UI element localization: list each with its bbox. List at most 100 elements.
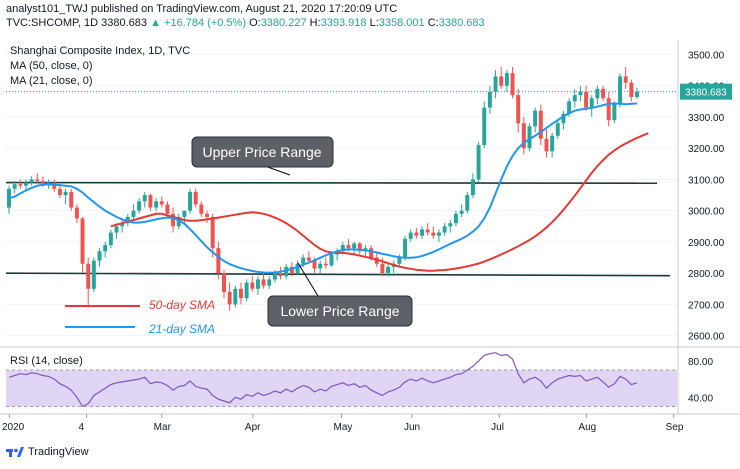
candle[interactable] [284,263,289,280]
candle[interactable] [210,213,215,258]
candle[interactable] [35,173,40,183]
candle[interactable] [120,220,125,233]
candle[interactable] [476,141,481,183]
candle[interactable] [442,223,447,236]
candle[interactable] [255,276,260,296]
candle[interactable] [352,241,357,255]
rsi-pane[interactable] [6,352,677,408]
candle[interactable] [154,198,159,211]
candle[interactable] [487,85,492,114]
candle[interactable] [425,223,430,236]
candle[interactable] [612,101,617,124]
candle[interactable] [504,70,509,92]
candle[interactable] [80,216,85,274]
candle[interactable] [431,226,436,239]
candle[interactable] [159,196,164,208]
tradingview-brand[interactable]: TradingView [6,446,89,458]
candle[interactable] [278,266,283,280]
candle[interactable] [635,87,639,99]
candle[interactable] [97,248,102,267]
candle[interactable] [267,276,272,289]
candle[interactable] [516,88,521,133]
candle[interactable] [357,241,362,255]
candle[interactable] [233,285,238,308]
candle[interactable] [386,263,391,277]
candle[interactable] [414,227,419,239]
candle[interactable] [29,176,34,186]
candle[interactable] [91,257,96,292]
candle[interactable] [182,210,187,224]
candle[interactable] [125,213,130,227]
candle[interactable] [459,204,464,217]
candle[interactable] [171,207,176,233]
candle[interactable] [618,73,623,108]
candle[interactable] [193,188,198,208]
candle[interactable] [538,104,543,146]
main-pane[interactable] [5,66,677,311]
candle[interactable] [188,188,193,214]
candle[interactable] [57,184,62,199]
candle[interactable] [527,123,532,152]
candle[interactable] [550,132,555,158]
candle[interactable] [12,181,17,194]
candle[interactable] [137,198,142,214]
candle[interactable] [448,220,453,233]
candle[interactable] [510,66,515,99]
candle[interactable] [544,129,549,158]
candle[interactable] [323,257,328,269]
candle[interactable] [261,273,266,289]
candle[interactable] [601,85,606,102]
candle-body [63,191,68,196]
candle-body [12,184,17,189]
candle[interactable] [69,188,74,211]
candle[interactable] [533,107,538,133]
candle[interactable] [131,204,136,221]
candle[interactable] [420,226,424,239]
candle[interactable] [437,229,441,242]
candle[interactable] [176,213,181,230]
candle[interactable] [199,201,204,217]
candle[interactable] [521,116,526,155]
candle[interactable] [465,191,470,214]
candle[interactable] [629,79,634,102]
candle[interactable] [23,179,28,191]
candle[interactable] [227,282,232,311]
candle[interactable] [222,270,226,299]
candle[interactable] [584,85,589,111]
candle[interactable] [318,260,323,274]
candle[interactable] [403,235,408,261]
candle[interactable] [148,193,153,211]
candle[interactable] [63,188,68,205]
candle[interactable] [589,95,594,117]
candle[interactable] [103,241,108,258]
candle[interactable] [499,66,504,89]
candle[interactable] [205,210,209,224]
candle[interactable] [606,91,611,127]
candle[interactable] [108,229,113,249]
candle-body [120,223,125,227]
candle[interactable] [18,179,23,189]
candle[interactable] [408,229,413,242]
candle[interactable] [250,276,255,292]
candle[interactable] [493,70,498,99]
candle[interactable] [555,120,560,139]
candle[interactable] [595,85,600,105]
candle[interactable] [561,110,566,130]
candle[interactable] [216,241,221,280]
candle[interactable] [623,66,628,89]
candle[interactable] [578,85,583,102]
candle[interactable] [470,173,475,199]
candle[interactable] [142,191,147,208]
candle[interactable] [86,257,91,308]
candle[interactable] [7,185,11,214]
candle[interactable] [74,204,79,224]
candle[interactable] [572,88,577,108]
candle[interactable] [391,260,396,274]
candle[interactable] [114,223,119,239]
candle[interactable] [453,210,458,227]
candle[interactable] [165,201,170,217]
candle[interactable] [238,282,243,305]
candle[interactable] [244,279,249,302]
candle[interactable] [482,101,487,149]
